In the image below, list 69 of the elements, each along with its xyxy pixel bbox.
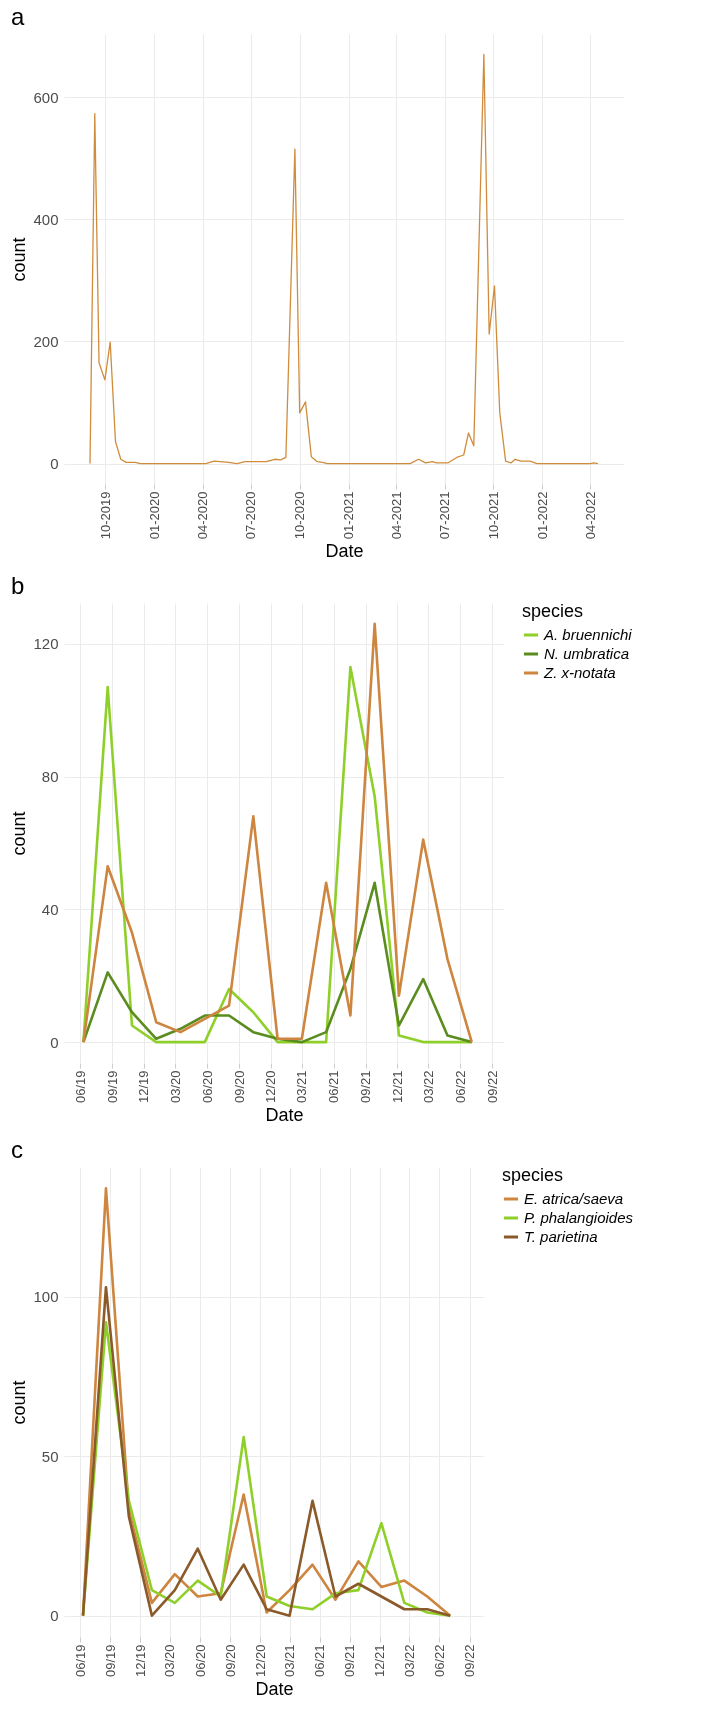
line-series: [89, 53, 599, 465]
x-tick-label: 03/21: [282, 1644, 298, 1678]
x-tick-label: 10-2019: [97, 491, 113, 540]
x-tick-label: 09/21: [342, 1644, 358, 1678]
line-series: [82, 881, 474, 1044]
x-tick-label: 04-2022: [582, 491, 598, 540]
x-tick-label: 09/22: [462, 1644, 478, 1678]
legend-title: species: [502, 1165, 564, 1185]
y-tick-label: 400: [33, 210, 59, 228]
x-axis-title: Date: [265, 1105, 304, 1126]
x-tick-label: 07-2020: [243, 491, 259, 540]
x-tick-label: 04-2020: [195, 491, 211, 540]
x-tick-label: 01-2022: [534, 491, 550, 540]
x-tick-label: 06/22: [452, 1070, 468, 1104]
y-axis-title: count: [9, 1380, 30, 1425]
x-tick-label: 10-2021: [485, 491, 501, 540]
x-tick-label: 03/21: [294, 1070, 310, 1104]
y-tick-label: 50: [41, 1447, 59, 1465]
x-axis-title: Date: [325, 541, 364, 562]
x-tick-label: 07-2021: [437, 491, 453, 540]
y-axis-title: count: [9, 237, 30, 282]
x-tick-label: 12/20: [252, 1644, 268, 1678]
x-tick-label: 03/22: [401, 1644, 417, 1678]
x-tick-label: 01-2021: [341, 491, 357, 540]
x-tick-label: 10-2020: [292, 491, 308, 540]
x-tick-label: 09/21: [358, 1070, 374, 1104]
x-tick-label: 09/20: [222, 1644, 238, 1678]
x-tick-label: 06/19: [72, 1644, 88, 1678]
x-tick-label: 06/21: [312, 1644, 328, 1678]
x-tick-label: 06/20: [192, 1644, 208, 1678]
x-tick-label: 03/22: [420, 1070, 436, 1104]
chart-title: b: [10, 572, 25, 599]
y-tick-label: 0: [50, 455, 59, 473]
x-tick-label: 12/20: [263, 1070, 279, 1104]
legend-label: A. bruennichi: [543, 626, 633, 643]
x-tick-label: 06/21: [326, 1070, 342, 1104]
legend-label: E. atrica/saeva: [524, 1190, 624, 1207]
y-tick-label: 80: [41, 768, 59, 786]
x-tick-label: 03/20: [162, 1644, 178, 1678]
x-tick-label: 12/19: [136, 1070, 152, 1104]
chart-title: c: [10, 1136, 23, 1163]
x-tick-label: 06/22: [431, 1644, 447, 1678]
chart-title: a: [10, 3, 25, 30]
x-tick-label: 01-2020: [146, 491, 162, 540]
x-tick-label: 03/20: [167, 1070, 183, 1104]
x-tick-label: 09/22: [484, 1070, 500, 1104]
y-axis-title: count: [9, 811, 30, 856]
y-tick-label: 0: [50, 1607, 59, 1625]
legend-label: N. umbratica: [544, 645, 630, 662]
legend-label: Z. x-notata: [543, 664, 616, 681]
legend-label: P. phalangioides: [524, 1209, 634, 1226]
y-tick-label: 100: [33, 1288, 59, 1306]
x-axis-title: Date: [255, 1679, 294, 1700]
x-tick-label: 12/21: [372, 1644, 388, 1678]
legend-title: species: [522, 601, 584, 621]
y-tick-label: 600: [33, 88, 59, 106]
x-tick-label: 06/20: [199, 1070, 215, 1104]
y-tick-label: 120: [33, 635, 59, 653]
x-tick-label: 04-2021: [388, 491, 404, 540]
x-tick-label: 12/19: [132, 1644, 148, 1678]
y-tick-label: 200: [33, 332, 59, 350]
x-tick-label: 06/19: [72, 1070, 88, 1104]
x-tick-label: 12/21: [389, 1070, 405, 1104]
y-tick-label: 0: [50, 1033, 59, 1051]
x-tick-label: 09/19: [102, 1644, 118, 1678]
x-tick-label: 09/19: [104, 1070, 120, 1104]
y-tick-label: 40: [41, 900, 59, 918]
x-tick-label: 09/20: [231, 1070, 247, 1104]
legend-label: T. parietina: [524, 1228, 598, 1245]
